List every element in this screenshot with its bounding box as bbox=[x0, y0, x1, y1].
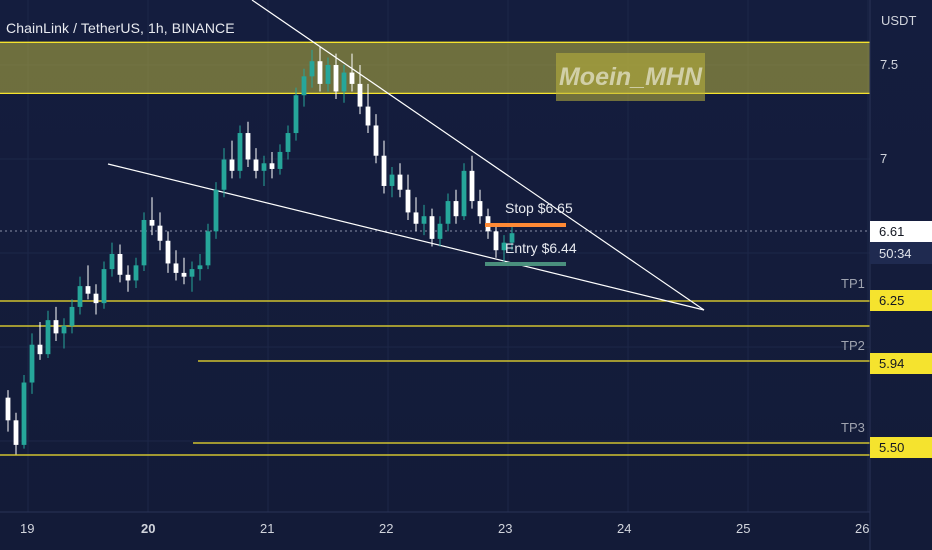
candle-body bbox=[477, 201, 483, 217]
candle-body bbox=[157, 225, 163, 241]
x-tick-label: 23 bbox=[498, 521, 513, 536]
candle-body bbox=[253, 159, 259, 171]
tp1-price-tag: 6.25 bbox=[870, 290, 932, 311]
candle-body bbox=[389, 174, 395, 186]
candle-body bbox=[413, 212, 419, 224]
candle-body bbox=[189, 269, 195, 277]
target-levels bbox=[0, 230, 870, 456]
candle-body bbox=[45, 320, 51, 355]
upper-trend-line bbox=[251, 0, 705, 311]
candle-body bbox=[341, 72, 347, 92]
tp3-price-tag: 5.50 bbox=[870, 437, 932, 458]
candle-body bbox=[213, 189, 219, 232]
candle-body bbox=[101, 269, 107, 304]
candle-body bbox=[37, 344, 43, 355]
candle-body bbox=[221, 159, 227, 190]
x-tick-label: 25 bbox=[736, 521, 751, 536]
candle-body bbox=[301, 76, 307, 96]
tp2-price-tag: 5.94 bbox=[870, 353, 932, 374]
candle-body bbox=[405, 189, 411, 213]
candle-body bbox=[13, 420, 19, 445]
y-tick-label: 7 bbox=[880, 151, 888, 166]
candle-body bbox=[285, 133, 291, 152]
resistance-zone bbox=[0, 41, 870, 94]
x-tick-label: 22 bbox=[379, 521, 394, 536]
trade-markers bbox=[485, 223, 566, 266]
candle-body bbox=[29, 344, 35, 383]
candle-body bbox=[501, 242, 507, 251]
tp2-label: TP2 bbox=[841, 338, 865, 353]
x-tick-label: 20 bbox=[141, 521, 156, 536]
candle-body bbox=[469, 170, 475, 202]
candle-body bbox=[261, 163, 267, 171]
candle-body bbox=[373, 125, 379, 156]
candle-body bbox=[181, 272, 187, 277]
candle-body bbox=[453, 201, 459, 217]
watermark-text: Moein_MHN bbox=[556, 53, 705, 101]
candle-body bbox=[229, 159, 235, 171]
candle-body bbox=[133, 265, 139, 281]
candle-body bbox=[461, 170, 467, 217]
candle-body bbox=[421, 216, 427, 224]
candle-body bbox=[205, 231, 211, 266]
x-tick-label: 21 bbox=[260, 521, 275, 536]
countdown-tag: 50:34 bbox=[870, 243, 932, 264]
trend-lines bbox=[107, 0, 705, 311]
candle-body bbox=[245, 133, 251, 160]
x-tick-label: 24 bbox=[617, 521, 632, 536]
candle-body bbox=[109, 254, 115, 270]
candle-body bbox=[5, 397, 11, 421]
candle-body bbox=[85, 286, 91, 294]
candles bbox=[5, 46, 515, 455]
candle-body bbox=[277, 151, 283, 169]
candle-body bbox=[445, 201, 451, 224]
tp3-label: TP3 bbox=[841, 420, 865, 435]
candle-body bbox=[69, 306, 75, 326]
candle-body bbox=[293, 95, 299, 134]
candle-body bbox=[173, 263, 179, 273]
resistance-zone-band bbox=[0, 42, 870, 94]
candle-body bbox=[141, 219, 147, 266]
lower-trend-line bbox=[107, 163, 705, 311]
candle-body bbox=[429, 216, 435, 239]
candle-body bbox=[125, 274, 131, 281]
x-tick-label: 19 bbox=[20, 521, 35, 536]
candle-body bbox=[21, 382, 27, 445]
entry-marker bbox=[485, 262, 566, 266]
entry-label: Entry $6.44 bbox=[505, 240, 577, 256]
candle-body bbox=[149, 219, 155, 226]
candle-body bbox=[357, 83, 363, 107]
candle-body bbox=[309, 61, 315, 77]
stop-label: Stop $6.65 bbox=[505, 200, 573, 216]
candle-body bbox=[93, 293, 99, 304]
candle-body bbox=[269, 163, 275, 169]
y-tick-label: 7.5 bbox=[880, 57, 899, 72]
candle-body bbox=[365, 106, 371, 126]
candle-body bbox=[437, 223, 443, 239]
candle-body bbox=[493, 231, 499, 251]
currency-label: USDT bbox=[881, 13, 917, 28]
stop-marker bbox=[485, 223, 566, 227]
last-price-tag: 6.61 bbox=[870, 221, 932, 243]
candle-body bbox=[349, 72, 355, 84]
candle-body bbox=[117, 254, 123, 275]
tp1-label: TP1 bbox=[841, 276, 865, 291]
candle-body bbox=[237, 133, 243, 171]
candle-body bbox=[61, 325, 67, 334]
candle-body bbox=[325, 65, 331, 84]
candle-body bbox=[317, 61, 323, 84]
candle-body bbox=[77, 286, 83, 307]
candle-body bbox=[165, 240, 171, 264]
candle-body bbox=[397, 174, 403, 190]
candle-body bbox=[333, 65, 339, 92]
chart-title: ChainLink / TetherUS, 1h, BINANCE bbox=[6, 20, 235, 36]
candle-body bbox=[381, 155, 387, 186]
candle-body bbox=[509, 233, 515, 243]
candle-body bbox=[197, 265, 203, 270]
x-tick-label: 26 bbox=[855, 521, 870, 536]
candle-body bbox=[53, 320, 59, 334]
